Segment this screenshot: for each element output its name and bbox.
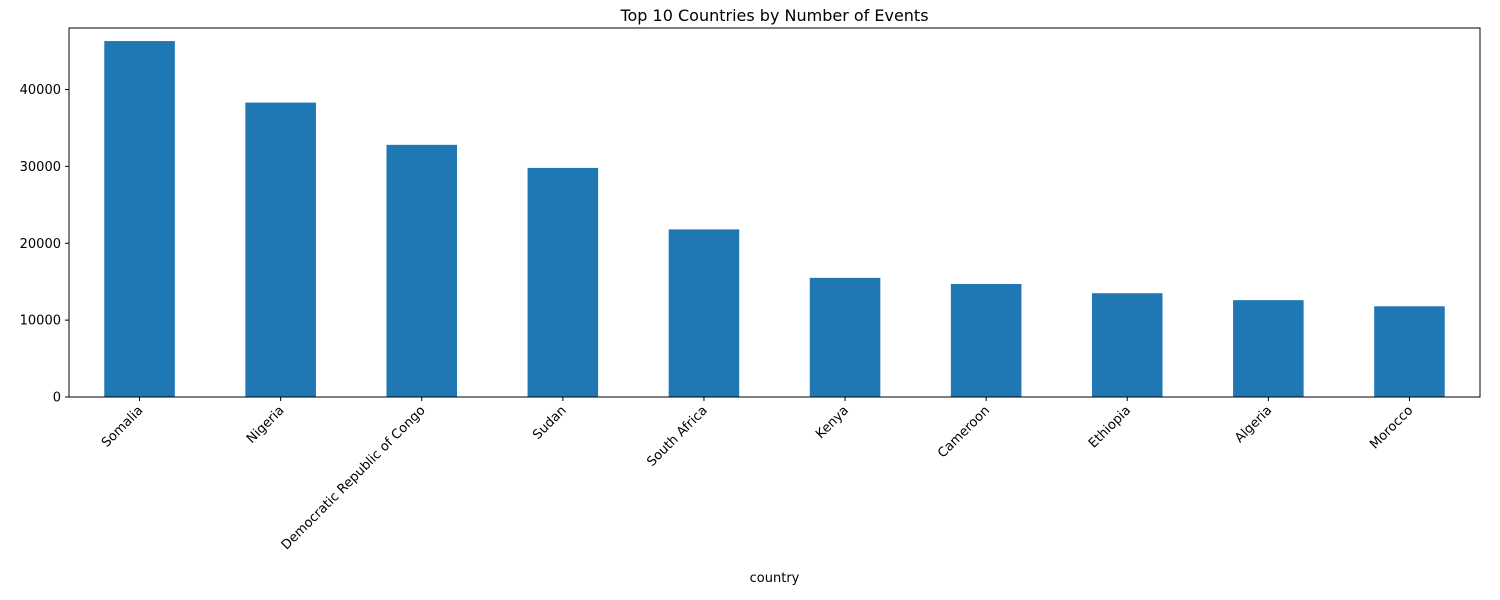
x-tick-label: South Africa bbox=[644, 403, 710, 469]
x-tick-label: Ethiopia bbox=[1086, 403, 1134, 451]
bar-morocco bbox=[1374, 306, 1445, 397]
bar-kenya bbox=[809, 277, 881, 397]
bar-nigeria bbox=[245, 102, 316, 397]
x-tick-label: Nigeria bbox=[244, 403, 287, 446]
chart-title: Top 10 Countries by Number of Events bbox=[619, 6, 928, 25]
y-tick-label: 20000 bbox=[20, 237, 61, 252]
bars-group bbox=[104, 41, 1445, 397]
x-tick-label: Democratic Republic of Congo bbox=[279, 403, 429, 553]
x-tick-label: Algeria bbox=[1232, 403, 1275, 446]
x-tick-label: Morocco bbox=[1367, 403, 1416, 452]
x-axis-label: country bbox=[750, 571, 800, 586]
y-tick-label: 10000 bbox=[20, 314, 61, 329]
x-tick-label: Sudan bbox=[530, 403, 570, 443]
plot-frame bbox=[68, 27, 1481, 398]
bar-cameroon bbox=[950, 283, 1022, 397]
bar-algeria bbox=[1233, 300, 1304, 397]
x-tick-label: Kenya bbox=[813, 403, 852, 442]
y-axis: 0 10000 20000 30000 40000 bbox=[20, 83, 69, 406]
y-tick-label: 0 bbox=[53, 391, 61, 406]
bar-sudan bbox=[527, 167, 599, 397]
bar-south-africa bbox=[668, 229, 740, 397]
bar-ethiopia bbox=[1091, 293, 1163, 397]
y-tick-label: 40000 bbox=[20, 83, 61, 98]
bar-democratic-republic-of-congo bbox=[386, 144, 458, 397]
x-tick-label: Somalia bbox=[99, 403, 146, 450]
bar-somalia bbox=[104, 41, 175, 397]
y-tick-label: 30000 bbox=[20, 160, 61, 175]
x-tick-label: Cameroon bbox=[935, 403, 993, 461]
